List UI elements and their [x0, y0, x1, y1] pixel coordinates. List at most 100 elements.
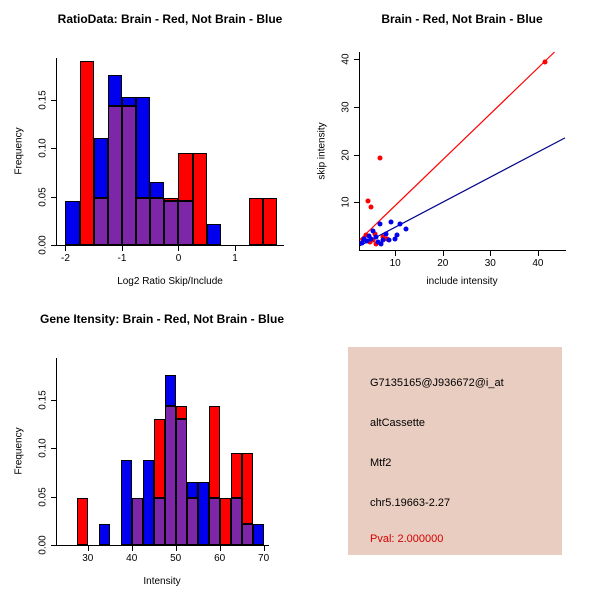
x-tick-mark — [87, 546, 89, 551]
hist-bar-red — [178, 152, 193, 202]
x-tick-label: 50 — [170, 553, 182, 564]
scatter-point-red — [368, 204, 374, 210]
x-tick-label: 30 — [82, 553, 94, 564]
panel-intensity-scatter: Brain - Red, Not Brain - Blue include in… — [300, 0, 600, 300]
y-tick-mark — [51, 196, 56, 198]
x-tick-mark — [263, 546, 265, 551]
hist-bar-red — [175, 406, 187, 420]
scatter-point-red — [363, 232, 369, 238]
hist-bar-red — [241, 452, 253, 524]
y-tick-mark — [51, 99, 56, 101]
y-tick-label: 0.00 — [37, 235, 49, 255]
panel-ratio-histogram: RatioData: Brain - Red, Not Brain - Blue… — [0, 0, 300, 300]
scatter-point-blue — [377, 221, 383, 227]
hist-bar-red — [249, 198, 264, 245]
y-tick-label: 0.00 — [37, 535, 49, 555]
scatter-point-blue — [370, 228, 376, 234]
y-tick-mark — [51, 496, 56, 498]
x-tick-mark — [442, 251, 444, 256]
hist-bar-blue — [164, 375, 176, 407]
x-tick-mark — [175, 546, 177, 551]
y-tick-mark — [354, 106, 359, 108]
y-tick-label: 0.05 — [37, 486, 49, 507]
ratio-histogram-xlabel: Log2 Ratio Skip/Include — [117, 276, 223, 287]
scatter-point-blue — [359, 240, 365, 246]
hist-bar-blue — [142, 459, 154, 545]
x-tick-label: 20 — [437, 258, 449, 269]
y-tick-label: 0.05 — [37, 186, 49, 207]
y-tick-mark — [51, 399, 56, 401]
scatter-point-red — [380, 234, 386, 240]
x-axis-line — [57, 545, 269, 546]
x-tick-mark — [65, 246, 67, 251]
scatter-point-blue — [383, 231, 389, 237]
hist-bar-red — [263, 198, 278, 245]
hist-bar-overlap — [153, 498, 165, 545]
hist-bar-red — [230, 452, 242, 499]
ratio-histogram-title: RatioData: Brain - Red, Not Brain - Blue — [57, 12, 283, 26]
x-tick-label: 0 — [175, 253, 182, 264]
y-axis-line — [359, 52, 360, 251]
y-axis-line — [56, 58, 57, 246]
gene-histogram-xlabel: Intensity — [143, 576, 181, 587]
x-tick-label: 40 — [126, 553, 138, 564]
hist-bar-overlap — [230, 498, 242, 545]
scatter-point-blue — [392, 236, 398, 242]
hist-bar-blue — [107, 75, 122, 107]
scatter-point-blue — [380, 237, 386, 243]
hist-bar-red — [208, 406, 220, 499]
scatter-point-red — [365, 198, 371, 204]
hist-bar-blue — [98, 523, 110, 545]
hist-bar-blue — [93, 138, 108, 199]
fit-lines-layer — [359, 51, 566, 247]
hist-bar-overlap — [164, 201, 179, 245]
probe-id-text: G7135165@J936672@i_at — [370, 377, 504, 389]
fit-line-not-brain-fit — [359, 137, 566, 247]
hist-bar-blue — [252, 523, 264, 545]
y-tick-mark — [354, 59, 359, 61]
gene-histogram-title: Gene Itensity: Brain - Red, Not Brain - … — [39, 312, 285, 326]
x-tick-label: -1 — [117, 253, 127, 264]
y-tick-mark — [51, 545, 56, 546]
hist-bar-overlap — [150, 198, 165, 245]
ratio-histogram-ylabel: Frequency — [13, 127, 25, 175]
y-tick-label: 0.15 — [37, 89, 49, 110]
location-text: chr5.19663-2.27 — [370, 497, 451, 509]
scatter-title: Brain - Red, Not Brain - Blue — [381, 12, 543, 26]
y-tick-mark — [354, 154, 359, 156]
scatter-point-red — [542, 59, 548, 65]
x-tick-label: 40 — [532, 258, 544, 269]
y-tick-label: 0.15 — [37, 389, 49, 410]
gene-histogram-ylabel: Frequency — [13, 427, 25, 475]
hist-bar-red — [192, 152, 207, 245]
scatter-point-blue — [388, 219, 394, 225]
panel-gene-intensity-histogram: Gene Itensity: Brain - Red, Not Brain - … — [0, 300, 300, 600]
hist-bar-blue — [150, 182, 165, 199]
hist-bar-red — [79, 60, 94, 245]
x-tick-mark — [234, 246, 236, 251]
hist-bar-overlap — [175, 419, 187, 545]
scatter-point-blue — [397, 221, 403, 227]
x-axis-line — [57, 245, 284, 246]
x-tick-mark — [395, 251, 397, 256]
scatter-point-blue — [403, 226, 409, 232]
x-tick-mark — [178, 246, 180, 251]
x-tick-mark — [131, 546, 133, 551]
x-tick-label: 70 — [258, 553, 270, 564]
hist-bar-blue — [186, 482, 198, 499]
x-tick-label: 60 — [214, 553, 226, 564]
y-tick-label: 0.10 — [37, 438, 49, 458]
scatter-point-blue — [386, 237, 392, 243]
fit-line-brain-fit — [359, 51, 555, 240]
scatter-point-blue — [375, 239, 381, 245]
scatter-point-red — [367, 239, 372, 245]
scatter-point-blue — [394, 232, 400, 238]
hist-bar-overlap — [164, 406, 176, 545]
x-tick-label: -2 — [61, 253, 70, 264]
x-tick-label: 1 — [232, 253, 238, 264]
x-tick-mark — [537, 251, 539, 256]
event-type-text: altCassette — [370, 417, 426, 429]
hist-bar-overlap — [178, 201, 193, 245]
scatter-point-blue — [364, 238, 370, 244]
hist-bar-blue — [121, 96, 137, 107]
